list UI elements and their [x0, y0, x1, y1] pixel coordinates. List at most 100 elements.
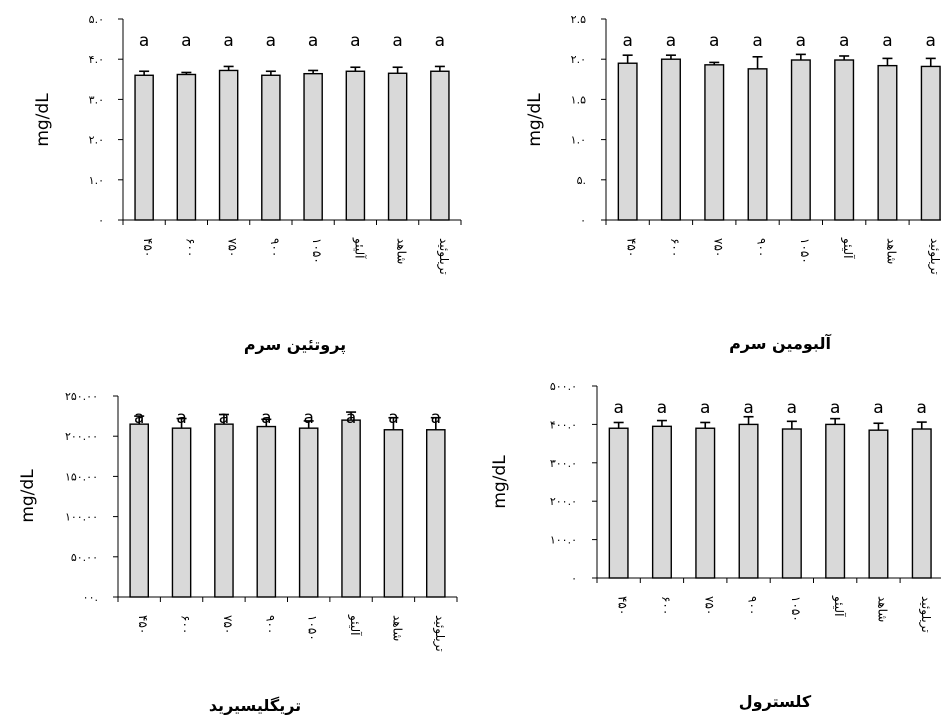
chart-1-significance-letter: a	[223, 31, 233, 51]
chart-2-y-axis-label: mg/dL	[525, 93, 545, 147]
chart-3-bar	[171, 427, 192, 598]
chart-1-bar	[303, 72, 323, 221]
chart-1-category-label: ۷۵۰	[226, 238, 240, 257]
chart-4-y-axis-label: mg/dL	[490, 455, 510, 509]
chart-3-bar	[341, 419, 361, 598]
chart-2-significance-letter: a	[796, 31, 806, 51]
chart-4-bar	[695, 427, 716, 579]
chart-4-significance-letter: a	[873, 398, 883, 418]
chart-1-y-axis-label: mg/dL	[33, 93, 53, 147]
chart-3-y-tick-label: ۲۰۰.۰۰	[65, 430, 98, 443]
chart-4-bar	[911, 428, 932, 579]
chart-1-significance-letter: a	[266, 31, 276, 51]
chart-1-significance-letter: a	[181, 31, 191, 51]
chart-2-significance-letter: a	[839, 31, 849, 51]
chart-2-category-label: تریلوئید	[927, 238, 941, 275]
chart-4-bar	[825, 423, 846, 579]
chart-2-category-label: ۷۵۰	[711, 238, 725, 257]
chart-3-significance-letter: a	[134, 408, 144, 428]
chart-4-significance-letter: a	[743, 398, 753, 418]
chart-3-category-label: ۹۰۰	[263, 615, 277, 634]
chart-1-bar	[218, 69, 239, 221]
chart-4-category-label: ۹۰۰	[746, 596, 760, 615]
chart-3-bar	[129, 423, 149, 598]
chart-2-significance-letter: a	[622, 31, 632, 51]
chart-3-category-label: ۴۵۰	[136, 615, 150, 634]
chart-1-bar	[430, 70, 450, 221]
chart-2-y-tick-label: ۰	[580, 214, 586, 227]
chart-3-significance-letter: a	[431, 408, 441, 428]
chart-1-bar	[261, 74, 281, 221]
chart-4-category-label: ۷۵۰	[702, 596, 716, 615]
chart-2-bar	[617, 62, 638, 221]
chart-4-bar	[781, 428, 802, 579]
chart-2-y-tick-label: ۱.۵	[571, 93, 586, 106]
chart-4-y-tick-label: ۱۰۰.۰	[550, 534, 577, 547]
chart-3-significance-letter: a	[388, 408, 398, 428]
chart-3-bar	[426, 429, 446, 598]
chart-2-title: آلبومین سرم	[729, 333, 831, 353]
chart-3-y-tick-label: ۰۰.	[83, 591, 98, 604]
chart-1-bar	[345, 70, 366, 221]
chart-4-category-label: ۱۰۵۰	[789, 596, 803, 622]
chart-3-category-label: ۱۰۵۰	[306, 615, 320, 641]
chart-4-y-tick-label: ۰	[571, 572, 577, 585]
chart-4-category-label: ۴۵۰	[616, 596, 630, 615]
chart-1-title: پروتئین سرم	[244, 335, 346, 355]
chart-4-bar	[738, 423, 759, 579]
chart-3-title: تریگلیسیرید	[209, 696, 301, 715]
chart-2-bar	[747, 68, 768, 221]
chart-4-bar	[608, 427, 629, 579]
chart-1-category-label: آلیئو	[351, 237, 367, 259]
chart-4-significance-letter: a	[657, 398, 667, 418]
chart-3-significance-letter: a	[346, 408, 356, 428]
chart-4-bar	[868, 429, 889, 579]
chart-3-significance-letter: a	[261, 408, 271, 428]
chart-2-significance-letter: a	[882, 31, 892, 51]
chart-1-y-tick-label: ۳.۰	[89, 93, 104, 106]
chart-3-y-tick-label: ۱۰۰.۰۰	[65, 511, 98, 524]
chart-1-category-label: ۴۵۰	[141, 238, 155, 257]
chart-4-significance-letter: a	[700, 398, 710, 418]
chart-3-y-tick-label: ۵۰.۰۰	[71, 551, 98, 564]
chart-2-y-tick-label: ۵.	[577, 174, 586, 187]
chart-1-y-tick-label: ۰	[98, 214, 104, 227]
chart-1-y-tick-label: ۲.۰	[89, 134, 104, 147]
chart-2-bar	[920, 65, 941, 221]
chart-3-bar	[256, 425, 277, 598]
chart-4-category-label: تریلوئید	[918, 596, 933, 633]
chart-3-category-label: تریلوئید	[432, 615, 447, 652]
chart-3-y-tick-label: ۲۵۰.۰۰	[65, 390, 98, 403]
chart-1-bar	[387, 72, 408, 221]
chart-1-significance-letter: a	[435, 31, 445, 51]
chart-1-category-label: شاهد	[395, 238, 409, 264]
chart-1-significance-letter: a	[392, 31, 402, 51]
chart-2-bar	[790, 59, 811, 221]
chart-4-y-tick-label: ۳۰۰.۰	[550, 457, 577, 470]
chart-2-bar	[660, 58, 681, 221]
chart-3-y-tick-label: ۱۵۰.۰۰	[65, 470, 98, 483]
chart-2-y-tick-label: ۱.۰	[571, 134, 586, 147]
chart-4-title: کلسترول	[739, 692, 812, 711]
chart-4-category-label: ۶۰۰	[659, 596, 673, 615]
chart-4-significance-letter: a	[917, 398, 927, 418]
chart-1-significance-letter: a	[350, 31, 360, 51]
chart-2-category-label: شاهد	[884, 238, 898, 264]
chart-2-significance-letter: a	[926, 31, 936, 51]
chart-3-bar	[383, 429, 404, 598]
chart-1-category-label: ۹۰۰	[268, 238, 282, 257]
chart-4-y-tick-label: ۴۰۰.۰	[550, 418, 577, 431]
chart-1-category-label: ۱۰۵۰	[310, 238, 324, 264]
chart-2-category-label: ۶۰۰	[668, 238, 682, 257]
chart-2-category-label: ۱۰۵۰	[798, 238, 812, 264]
chart-2-y-tick-label: ۲.۰	[571, 53, 586, 66]
chart-2-bar	[877, 64, 898, 221]
chart-3-y-axis-label: mg/dL	[18, 469, 38, 523]
chart-4-significance-letter: a	[613, 398, 623, 418]
chart-3-significance-letter: a	[176, 408, 186, 428]
chart-4-y-tick-label: ۵۰۰.۰	[550, 380, 577, 393]
chart-4-category-label: آلیئو	[831, 595, 847, 617]
chart-3-significance-letter: a	[219, 408, 229, 428]
